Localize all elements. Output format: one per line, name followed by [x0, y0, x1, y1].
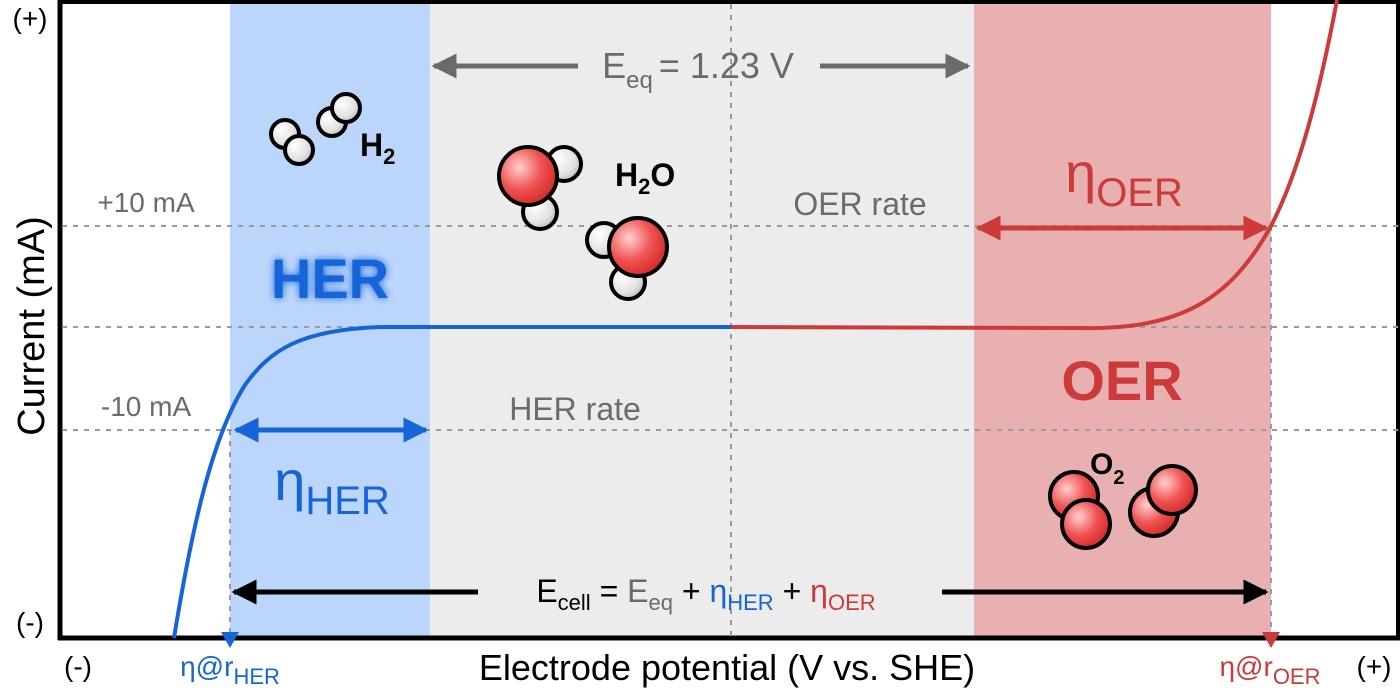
eta-at-r-oer-label: η@rOER [1219, 651, 1320, 689]
her-potential-marker [221, 632, 239, 648]
h2o-molecule-icon [497, 145, 583, 231]
her-curve [172, 325, 731, 639]
h2o-molecule-icon-2 [585, 216, 669, 301]
y-axis-bottom-label: (-) [16, 607, 44, 638]
her-rate-label: HER rate [509, 391, 641, 427]
oer-potential-marker [1262, 632, 1280, 648]
minus-10-ma-label: -10 mA [101, 391, 192, 422]
y-axis-top-label: (+) [13, 3, 48, 34]
her-label: HER [271, 247, 389, 310]
plus-10-ma-label: +10 mA [97, 187, 195, 218]
y-axis-title: Current (mA) [11, 216, 53, 436]
her-band [230, 0, 430, 638]
h2-molecule-icon [269, 92, 362, 166]
equilibrium-label: Eeq = 1.23 V [602, 45, 794, 94]
h2o-label: H2O [615, 157, 675, 199]
x-axis-title: Electrode potential (V vs. SHE) [479, 647, 975, 688]
eta-at-r-her-label: η@rHER [180, 651, 280, 689]
ecell-equation: Ecell = Eeq + ηHER + ηOER [536, 573, 875, 615]
eta-her-label: ηHER [274, 449, 390, 523]
o2-label: O2 [1090, 448, 1124, 489]
x-axis-left-label: (-) [64, 651, 92, 682]
h2-label: H2 [360, 127, 395, 169]
eta-oer-label: ηOER [1065, 141, 1183, 215]
oer-rate-label: OER rate [793, 186, 926, 222]
o2-molecule-icon [1048, 464, 1198, 550]
equilibrium-band [430, 0, 974, 638]
oer-curve [730, 0, 1339, 331]
oer-label: OER [1061, 349, 1182, 412]
oer-band [974, 0, 1271, 638]
x-axis-right-label: (+) [1357, 651, 1392, 682]
